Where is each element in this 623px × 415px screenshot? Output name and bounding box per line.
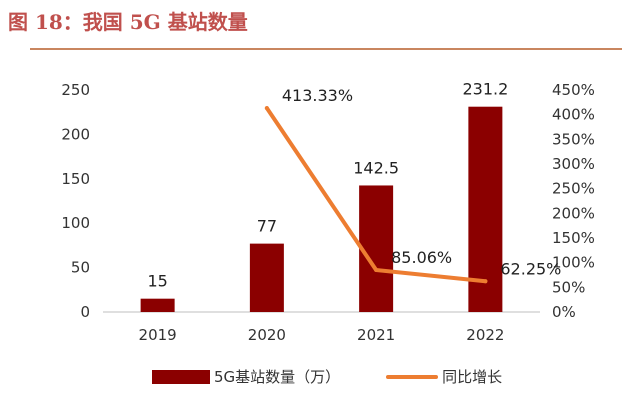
- legend-line-label: 同比增长: [442, 368, 503, 386]
- y-right-tick-label: 300%: [552, 155, 595, 173]
- x-tick-label: 2019: [139, 326, 177, 344]
- y-right-tick-label: 450%: [552, 81, 595, 99]
- line-point: [483, 279, 488, 284]
- y-right-tick-label: 400%: [552, 106, 595, 124]
- title-rule: [30, 48, 622, 50]
- line-point: [264, 106, 269, 111]
- y-left-tick-label: 0: [80, 303, 90, 321]
- legend-bar-swatch: [152, 369, 210, 384]
- x-tick-label: 2022: [466, 326, 504, 344]
- y-left-tick-label: 250: [61, 81, 90, 99]
- y-left-tick-label: 50: [71, 259, 90, 277]
- legend-line-swatch: [386, 374, 439, 379]
- y-right-tick-label: 250%: [552, 180, 595, 198]
- line-point: [374, 268, 379, 273]
- x-tick-label: 2020: [248, 326, 286, 344]
- bar-data-label: 142.5: [353, 158, 399, 177]
- x-tick-label: 2021: [357, 326, 395, 344]
- bar-data-label: 77: [257, 217, 277, 236]
- bar: [468, 106, 503, 312]
- y-right-tick-label: 150%: [552, 229, 595, 247]
- bar: [140, 298, 175, 312]
- line-data-label: 413.33%: [282, 86, 353, 105]
- bar-data-label: 15: [147, 272, 167, 291]
- line-data-label: 85.06%: [391, 248, 452, 267]
- bar: [359, 185, 394, 312]
- line-data-label: 62.25%: [500, 259, 561, 278]
- y-right-tick-label: 200%: [552, 204, 595, 222]
- y-right-tick-label: 50%: [552, 278, 585, 296]
- y-right-tick-label: 0%: [552, 303, 576, 321]
- y-left-tick-label: 150: [61, 170, 90, 188]
- bar: [249, 243, 284, 312]
- y-left-tick-label: 200: [61, 125, 90, 143]
- bar-data-label: 231.2: [462, 80, 508, 99]
- y-left-tick-label: 100: [61, 214, 90, 232]
- y-right-tick-label: 100%: [552, 254, 595, 272]
- legend: 5G基站数量（万） 同比增长: [152, 366, 502, 387]
- legend-bar-label: 5G基站数量（万）: [214, 368, 341, 386]
- figure-title: 图 18：我国 5G 基站数量: [8, 10, 248, 34]
- y-right-tick-label: 350%: [552, 130, 595, 148]
